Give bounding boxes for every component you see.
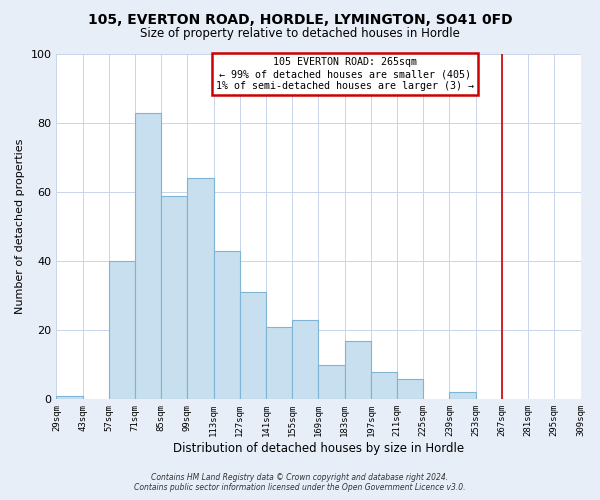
Text: 105, EVERTON ROAD, HORDLE, LYMINGTON, SO41 0FD: 105, EVERTON ROAD, HORDLE, LYMINGTON, SO… bbox=[88, 12, 512, 26]
Bar bbox=[292, 320, 319, 400]
Y-axis label: Number of detached properties: Number of detached properties bbox=[15, 139, 25, 314]
Text: Size of property relative to detached houses in Hordle: Size of property relative to detached ho… bbox=[140, 28, 460, 40]
Text: 105 EVERTON ROAD: 265sqm
← 99% of detached houses are smaller (405)
1% of semi-d: 105 EVERTON ROAD: 265sqm ← 99% of detach… bbox=[215, 58, 473, 90]
Bar bbox=[56, 396, 83, 400]
Bar bbox=[161, 196, 187, 400]
Bar bbox=[135, 112, 161, 400]
Bar bbox=[187, 178, 214, 400]
Text: Contains HM Land Registry data © Crown copyright and database right 2024.
Contai: Contains HM Land Registry data © Crown c… bbox=[134, 473, 466, 492]
Bar bbox=[240, 292, 266, 400]
Bar bbox=[371, 372, 397, 400]
Bar bbox=[319, 365, 344, 400]
Bar bbox=[266, 327, 292, 400]
Bar bbox=[109, 261, 135, 400]
Bar bbox=[449, 392, 476, 400]
Bar bbox=[214, 251, 240, 400]
X-axis label: Distribution of detached houses by size in Hordle: Distribution of detached houses by size … bbox=[173, 442, 464, 455]
Bar bbox=[397, 378, 423, 400]
Bar bbox=[344, 340, 371, 400]
